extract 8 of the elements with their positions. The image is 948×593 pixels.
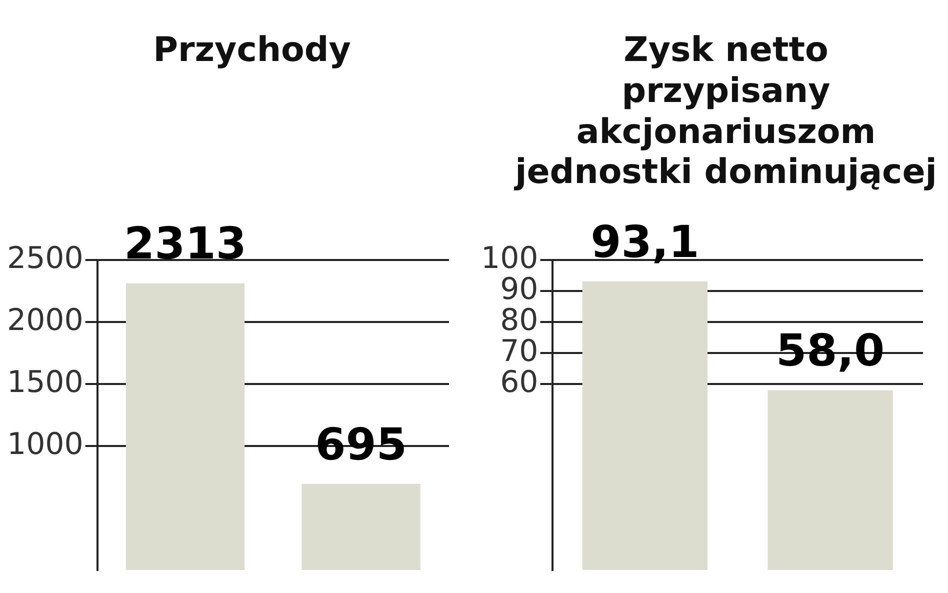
chart-title: Przychody: [152, 29, 352, 72]
y-tick-label: 2500: [6, 240, 84, 276]
y-tick-label: 2000: [6, 302, 84, 338]
y-tick-label: 1000: [6, 426, 84, 462]
data-label: 93,1: [590, 216, 700, 268]
data-label: 2313: [124, 218, 246, 270]
y-tick-label: 1500: [6, 364, 84, 400]
chart-title: Zysk netto przypisany akcjonariuszom jednostki dominującej: [513, 29, 938, 192]
